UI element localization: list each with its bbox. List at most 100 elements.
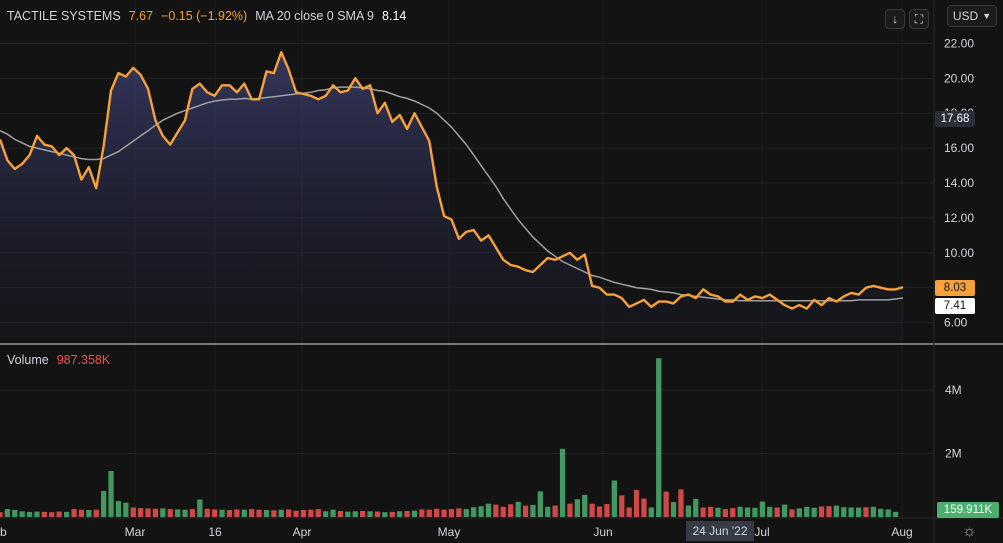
volume-bar — [93, 509, 99, 517]
ma-value: 8.14 — [382, 9, 407, 23]
price-tick-label: 10.00 — [944, 246, 974, 260]
volume-bar — [389, 511, 395, 517]
volume-bar — [730, 508, 736, 517]
volume-bar — [611, 480, 617, 517]
volume-bar — [115, 501, 122, 517]
crosshair-date-tag: 24 Jun '22 — [686, 521, 754, 541]
fullscreen-button[interactable]: ⛶ — [909, 9, 929, 29]
volume-bar — [197, 499, 203, 517]
volume-bar — [656, 358, 662, 517]
volume-bar — [0, 512, 3, 517]
scroll-down-button[interactable]: ↓ — [885, 9, 905, 29]
currency-selector[interactable]: USD ▼ — [947, 5, 997, 27]
volume-axis-labels: 2M 4M — [945, 383, 962, 460]
volume-bar — [19, 511, 25, 517]
volume-bar — [648, 507, 654, 517]
volume-bar — [263, 510, 270, 517]
volume-bar — [300, 510, 307, 517]
volume-bar — [678, 489, 684, 517]
volume-bar — [256, 509, 262, 517]
price-tick-label: 20.00 — [944, 71, 974, 85]
ma-label[interactable]: MA 20 close 0 SMA 9 — [255, 9, 375, 23]
volume-bar — [626, 507, 632, 517]
ma-line — [0, 86, 904, 302]
volume-bar — [315, 509, 321, 517]
last-price: 7.67 — [128, 9, 154, 23]
volume-bar — [71, 509, 77, 517]
volume-bar — [271, 510, 277, 517]
volume-bar — [308, 509, 314, 517]
volume-bar — [226, 510, 233, 517]
volume-bar — [670, 502, 677, 517]
volume-bar — [522, 505, 529, 517]
volume-label[interactable]: Volume — [7, 353, 49, 367]
volume-bar — [404, 511, 410, 517]
volume-bar — [700, 507, 706, 517]
volume-bar — [212, 509, 218, 517]
volume-bar — [767, 506, 773, 517]
volume-bar — [152, 508, 159, 518]
volume-bar — [841, 507, 847, 517]
volume-bar — [293, 510, 299, 517]
volume-bar — [855, 507, 862, 517]
volume-bar — [145, 508, 151, 517]
volume-bar — [360, 511, 366, 517]
volume-bar — [441, 509, 447, 517]
time-axis-labels: b Mar 16 Apr May Jun Jul Aug — [0, 525, 913, 539]
volume-legend: Volume 987.358K — [7, 353, 110, 367]
volume-bar — [892, 511, 899, 517]
volume-bar — [870, 506, 876, 517]
volume-bar — [189, 509, 196, 517]
volume-bar — [582, 494, 588, 517]
volume-bar — [530, 504, 536, 517]
volume-bar — [737, 506, 743, 517]
ma-price-tag: 7.41 — [935, 298, 975, 314]
volume-bar — [219, 509, 225, 517]
price-tick-label: 16.00 — [944, 141, 974, 155]
arrow-down-icon: ↓ — [892, 12, 898, 26]
volume-bar — [715, 507, 721, 517]
volume-bar — [78, 509, 85, 517]
volume-value-tag: 159.911K — [937, 502, 999, 518]
time-tick-label: Jul — [754, 525, 769, 539]
volume-bar — [456, 508, 462, 517]
volume-bar — [26, 511, 33, 517]
volume-tick-label: 4M — [945, 383, 962, 397]
volume-bar — [49, 512, 55, 517]
volume-bar — [130, 507, 136, 517]
time-tick-label: Mar — [125, 525, 146, 539]
volume-bar — [663, 491, 669, 517]
volume-bar — [641, 498, 647, 517]
price-change: −0.15 (−1.92%) — [161, 9, 248, 23]
volume-value: 987.358K — [56, 353, 111, 367]
volume-bar — [426, 509, 432, 517]
volume-bar — [774, 507, 780, 517]
volume-bar — [397, 511, 403, 517]
volume-bar — [493, 504, 499, 517]
volume-bar — [471, 507, 477, 517]
price-tick-label: 14.00 — [944, 176, 974, 190]
volume-bar — [182, 509, 188, 517]
symbol-name[interactable]: TACTILE SYSTEMS — [7, 9, 121, 23]
volume-bar — [167, 509, 173, 517]
volume-bar — [160, 508, 166, 517]
price-tick-label: 6.00 — [944, 316, 968, 330]
settings-gear-icon[interactable]: ☼ — [962, 523, 977, 540]
volume-bar — [752, 507, 758, 517]
time-tick-label: 16 — [208, 525, 222, 539]
volume-bar — [559, 448, 566, 517]
time-tick-label: Jun — [593, 525, 612, 539]
volume-bar — [108, 471, 114, 517]
volume-tick-label: 2M — [945, 447, 962, 461]
volume-bar — [885, 509, 891, 517]
volume-bar — [434, 508, 440, 518]
time-tick-label: Apr — [293, 525, 312, 539]
currency-label: USD — [952, 9, 979, 23]
volume-bar — [234, 509, 240, 517]
volume-bar — [552, 505, 558, 517]
volume-bar — [419, 509, 425, 517]
volume-bar — [64, 511, 70, 517]
volume-bar — [811, 507, 817, 517]
volume-bar — [848, 507, 854, 517]
